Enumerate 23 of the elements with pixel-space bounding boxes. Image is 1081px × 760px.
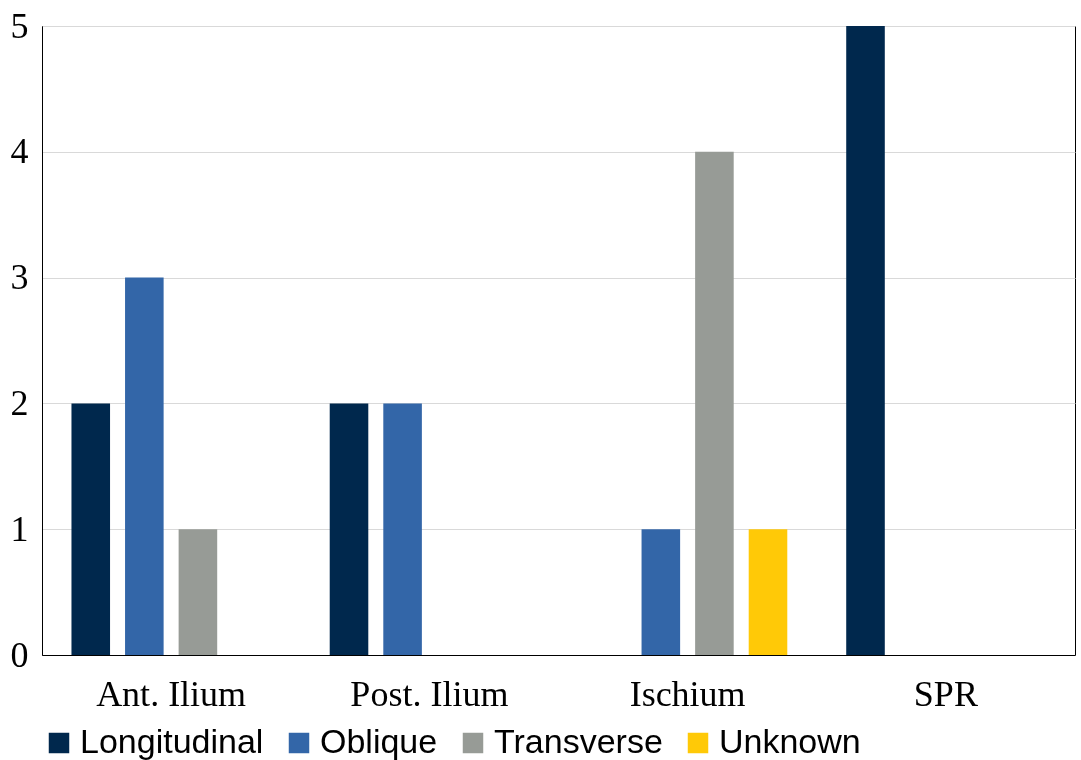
legend-label: Unknown	[719, 722, 861, 760]
legend-label: Oblique	[320, 722, 438, 760]
y-tick-label: 3	[10, 257, 29, 298]
bar	[846, 26, 885, 655]
y-tick-label: 0	[10, 634, 29, 675]
legend-label: Transverse	[494, 722, 663, 760]
bar	[329, 403, 369, 655]
x-tick-label: SPR	[913, 673, 978, 714]
x-tick-label: Ant. Ilium	[96, 673, 247, 714]
y-tick-label: 1	[10, 508, 29, 549]
bar	[178, 529, 218, 655]
bar	[71, 403, 111, 655]
y-tick-label: 4	[10, 131, 29, 172]
bar	[748, 529, 788, 655]
y-tick-label: 2	[10, 382, 29, 423]
x-tick-label: Post. Ilium	[350, 673, 509, 714]
bar	[695, 151, 734, 655]
legend-label: Longitudinal	[80, 722, 264, 760]
y-tick-label: 5	[10, 5, 29, 46]
bar	[641, 529, 681, 655]
x-tick-label: Ischium	[629, 673, 746, 714]
bar	[125, 277, 164, 655]
bar	[383, 403, 422, 655]
